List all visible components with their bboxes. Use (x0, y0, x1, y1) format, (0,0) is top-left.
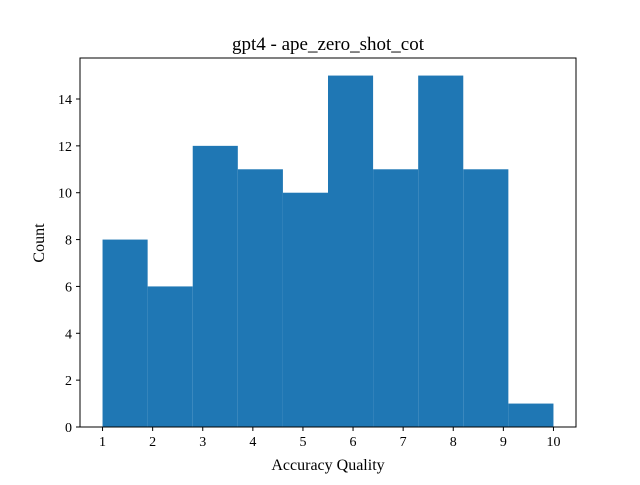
histogram-bar (282, 192, 328, 427)
histogram-bar (237, 169, 283, 428)
x-tick-label: 8 (450, 435, 457, 450)
x-tick-label: 4 (249, 435, 256, 450)
y-axis-label: Count (31, 223, 48, 263)
x-tick-label: 7 (400, 435, 407, 450)
histogram-bar (147, 286, 193, 427)
x-tick-label: 9 (500, 435, 507, 450)
x-tick-label: 1 (99, 435, 106, 450)
histogram-bar (418, 75, 464, 428)
x-tick-label: 6 (350, 435, 357, 450)
bars-group (102, 75, 554, 428)
histogram-bar (373, 169, 419, 428)
y-tick-label: 8 (65, 234, 72, 249)
y-tick-label: 10 (58, 187, 72, 202)
histogram-bar (328, 75, 374, 428)
histogram-bar (508, 403, 554, 427)
y-axis-ticks: 0 2 4 6 8 10 12 14 (58, 93, 80, 436)
y-tick-label: 14 (58, 93, 72, 108)
plot-frame (79, 57, 577, 428)
y-tick-label: 2 (65, 374, 72, 389)
y-tick-label: 6 (65, 280, 72, 295)
x-tick-label: 10 (546, 435, 560, 450)
y-tick-label: 12 (58, 140, 72, 155)
x-axis-label: Accuracy Quality (271, 457, 384, 474)
x-tick-label: 3 (199, 435, 206, 450)
histogram-bar (102, 239, 148, 427)
x-tick-label: 2 (149, 435, 156, 450)
histogram-bar (463, 169, 509, 428)
y-tick-label: 0 (65, 421, 72, 436)
chart-title: gpt4 - ape_zero_shot_cot (232, 34, 425, 55)
x-axis-ticks: 1 2 3 4 5 6 7 8 9 10 (99, 427, 560, 450)
histogram-bar (192, 145, 238, 427)
y-tick-label: 4 (65, 327, 72, 342)
x-tick-label: 5 (299, 435, 306, 450)
